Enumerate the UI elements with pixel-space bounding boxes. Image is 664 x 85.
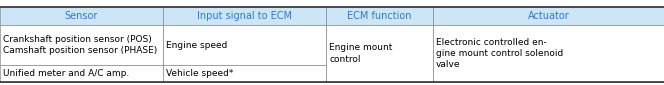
Text: Input signal to ECM: Input signal to ECM (197, 11, 292, 21)
Text: ECM function: ECM function (347, 11, 412, 21)
Text: Crankshaft position sensor (POS)
Camshaft position sensor (PHASE): Crankshaft position sensor (POS) Camshaf… (3, 35, 157, 55)
Text: Actuator: Actuator (528, 11, 569, 21)
Text: Engine speed: Engine speed (166, 40, 227, 49)
Text: Vehicle speed*: Vehicle speed* (166, 69, 233, 78)
Bar (326, 7, 433, 25)
Bar (433, 25, 664, 82)
Bar (433, 7, 664, 25)
Bar (163, 65, 326, 82)
Text: Sensor: Sensor (65, 11, 98, 21)
Bar (326, 25, 433, 82)
Bar (0, 65, 163, 82)
Bar (0, 25, 163, 65)
Bar (163, 25, 326, 65)
Bar (0, 7, 163, 25)
Text: Unified meter and A/C amp.: Unified meter and A/C amp. (3, 69, 129, 78)
Text: Electronic controlled en-
gine mount control solenoid
valve: Electronic controlled en- gine mount con… (436, 38, 563, 69)
Bar (163, 7, 326, 25)
Text: Engine mount
control: Engine mount control (329, 43, 392, 64)
